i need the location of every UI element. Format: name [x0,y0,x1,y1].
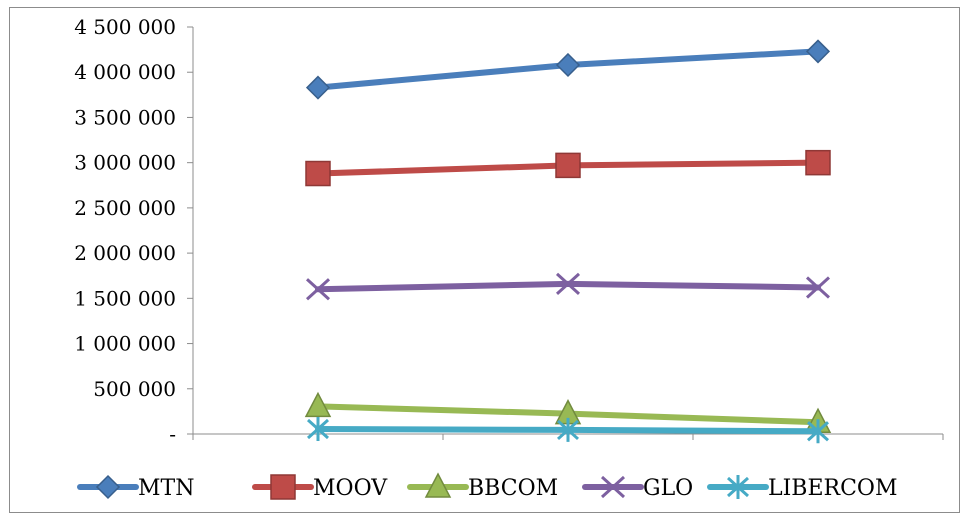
legend-label-libercom: LIBERCOM [768,476,898,501]
data-point-bbcom [304,391,332,418]
legend-marker-glo [600,475,626,499]
legend-label-bbcom: BBCOM [468,476,558,501]
data-point-libercom [556,417,580,442]
y-tick-label: 4 500 000 [74,15,176,39]
data-point-glo [805,276,831,299]
data-point-libercom [806,419,830,444]
legend-marker-bbcom [424,472,452,498]
data-point-libercom [306,417,330,442]
data-point-moov [555,152,581,179]
data-point-mtn [555,52,581,78]
y-tick-label: 500 000 [93,377,176,401]
y-tick-label: - [169,422,176,446]
data-point-glo [305,278,331,301]
legend-marker-moov [270,474,296,500]
y-tick-label: 1 000 000 [74,332,176,356]
legend-label-glo: GLO [643,476,693,501]
y-tick-label: 2 500 000 [74,196,176,220]
y-tick-label: 4 000 000 [74,60,176,84]
y-tick-label: 3 500 000 [74,105,176,129]
y-tick-label: 2 000 000 [74,241,176,265]
legend-marker-libercom [726,475,750,499]
legend-label-mtn: MTN [138,476,194,501]
y-tick-label: 3 000 000 [74,151,176,175]
data-point-moov [305,160,331,187]
y-tick-label: 1 500 000 [74,286,176,310]
data-point-moov [805,149,831,176]
legend-marker-mtn [95,474,121,500]
data-point-glo [555,272,581,295]
data-point-mtn [805,39,831,64]
legend-label-moov: MOOV [313,476,388,501]
data-point-mtn [305,75,331,100]
